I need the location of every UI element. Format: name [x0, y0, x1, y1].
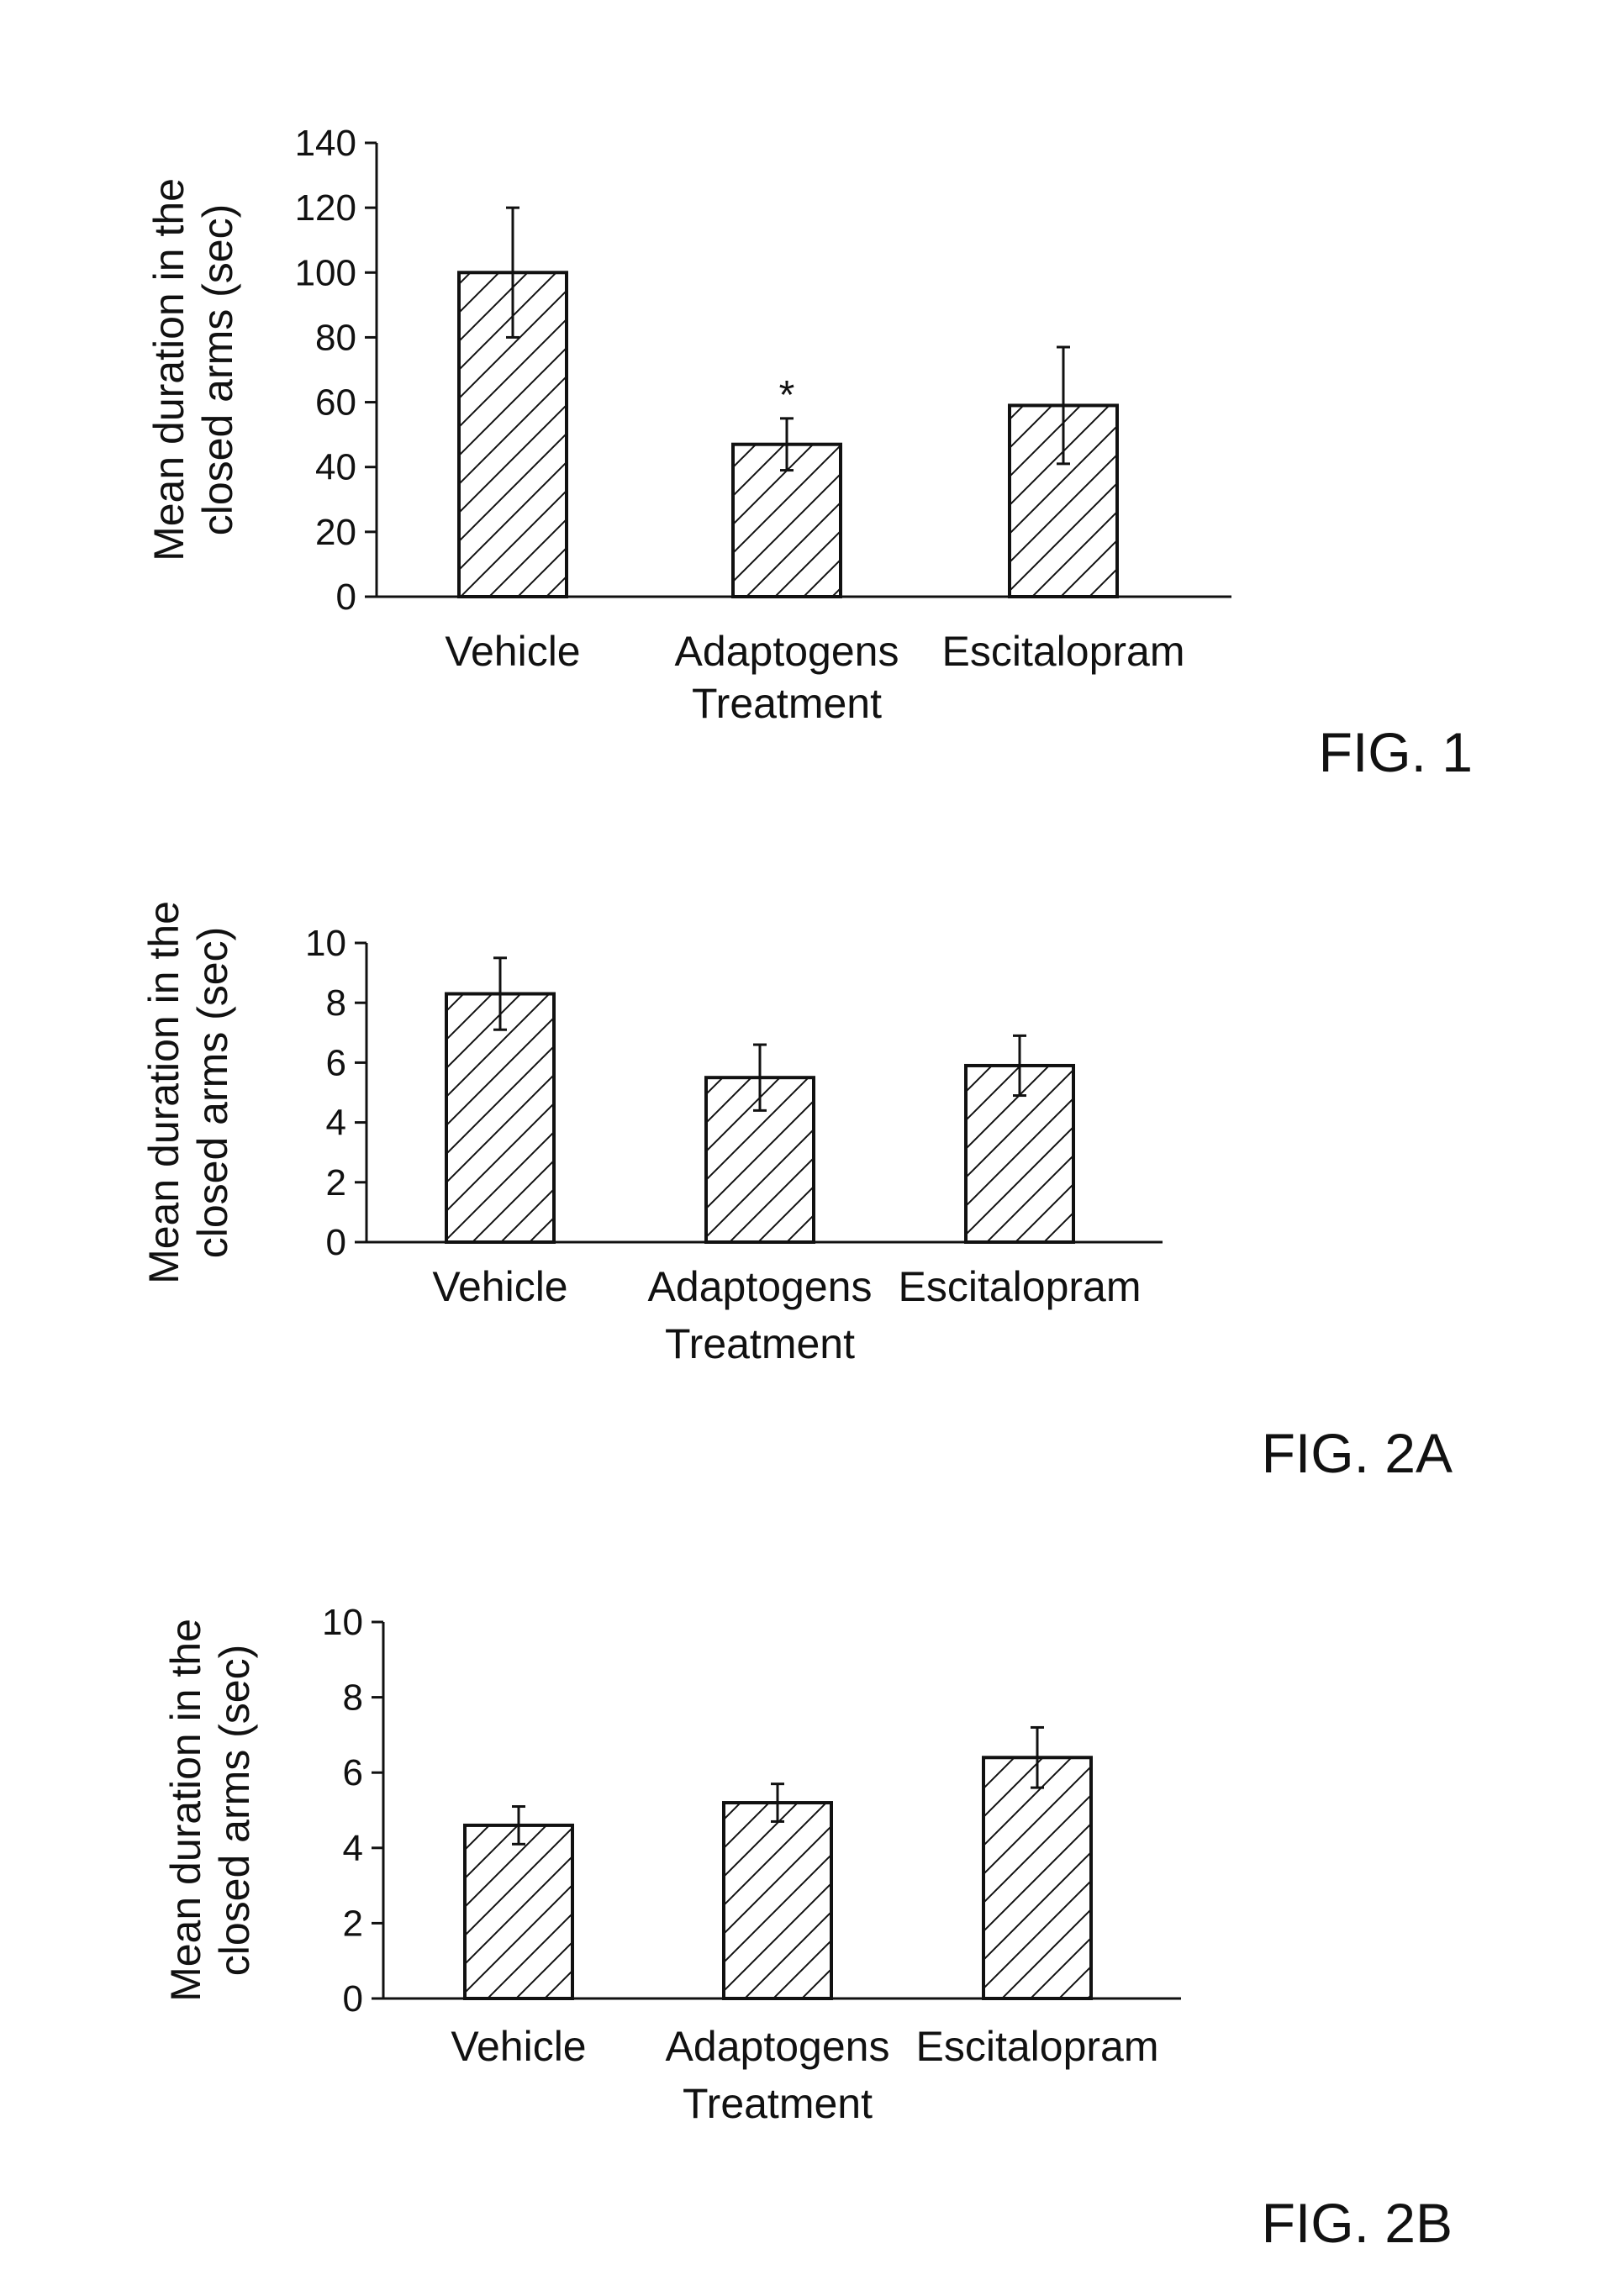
fig2a-ytick-label: 8 — [326, 982, 346, 1024]
fig1-ytick-label: 40 — [315, 447, 356, 488]
fig2a-category-label: Adaptogens — [648, 1263, 873, 1310]
fig1-category-label: Vehicle — [445, 628, 580, 675]
fig2a-ylabel: Mean duration in theclosed arms (sec) — [140, 901, 236, 1284]
fig1-figure-label: FIG. 1 — [1319, 721, 1473, 783]
fig1-ylabel-line: Mean duration in the — [145, 178, 192, 561]
fig2b-ytick-label: 4 — [343, 1828, 363, 1869]
fig2a-ytick-label: 6 — [326, 1042, 346, 1083]
fig1-ytick-label: 80 — [315, 317, 356, 358]
fig1-ytick-label: 140 — [295, 123, 356, 164]
fig1-ytick-label: 100 — [295, 252, 356, 293]
fig1-yticks: 0 20 40 60 80 100 120 140 — [295, 123, 377, 618]
fig1-ylabel-line: closed arms (sec) — [194, 204, 241, 536]
fig2a-ylabel-line: closed arms (sec) — [189, 927, 236, 1259]
fig2b-ylabel-line: closed arms (sec) — [211, 1645, 258, 1977]
fig2b-ylabel-line: Mean duration in the — [162, 1619, 209, 2002]
fig1-errorbars — [506, 208, 1070, 470]
fig2b-yticks: 0 2 4 6 8 10 — [322, 1602, 383, 2020]
fig2b-ytick-label: 0 — [343, 1978, 363, 2020]
fig1-ylabel: Mean duration in theclosed arms (sec) — [145, 178, 241, 561]
fig2b-bar — [465, 1825, 572, 1998]
chart-fig-1: 0 20 40 60 80 100 120 140 * Vehicle Adaptogens Tr… — [145, 123, 1473, 783]
fig2a-figure-label: FIG. 2A — [1262, 1422, 1453, 1484]
fig2a-ylabel-line: Mean duration in the — [140, 901, 187, 1284]
fig2b-category-label: Vehicle — [451, 2023, 586, 2070]
fig1-category-label: Escitalopram — [942, 628, 1185, 675]
fig2b-ylabel: Mean duration in theclosed arms (sec) — [162, 1619, 258, 2002]
fig2a-category-label: Treatment — [665, 1320, 855, 1367]
fig2a-bars — [446, 994, 1073, 1242]
fig2a-ytick-label: 10 — [305, 923, 346, 964]
fig2b-ytick-label: 2 — [343, 1903, 363, 1944]
fig2a-yticks: 0 2 4 6 8 10 — [305, 923, 366, 1263]
fig2b-ytick-label: 10 — [322, 1602, 363, 1643]
fig2a-category-labels: Vehicle Adaptogens Treatment Escitalopram — [432, 1263, 1141, 1367]
fig1-ytick-label: 120 — [295, 187, 356, 229]
fig1-category-label: Adaptogens — [675, 628, 899, 675]
fig2b-category-label: Treatment — [683, 2080, 873, 2127]
fig2a-category-label: Escitalopram — [899, 1263, 1142, 1310]
fig2b-ytick-label: 8 — [343, 1677, 363, 1719]
fig1-significance-marker: * — [779, 373, 795, 418]
fig2b-figure-label: FIG. 2B — [1262, 2192, 1453, 2254]
fig2a-errorbars — [493, 958, 1026, 1111]
fig2b-category-labels: Vehicle Adaptogens Treatment Escitalopram — [451, 2023, 1158, 2127]
fig2b-bar — [983, 1757, 1091, 1998]
fig2a-ytick-label: 2 — [326, 1162, 346, 1203]
fig1-annotations: * — [779, 373, 795, 418]
fig1-category-labels: Vehicle Adaptogens Treatment Escitalopram — [445, 628, 1184, 727]
fig1-ytick-label: 20 — [315, 512, 356, 553]
fig1-ytick-label: 60 — [315, 382, 356, 424]
fig2b-category-label: Escitalopram — [916, 2023, 1159, 2070]
fig2a-ytick-label: 0 — [326, 1222, 346, 1263]
chart-fig-2b: 0 2 4 6 8 10 Vehicle Adaptogens Treatment Escita… — [162, 1602, 1453, 2254]
fig2a-ytick-label: 4 — [326, 1103, 346, 1144]
fig1-category-label: Treatment — [692, 680, 882, 727]
fig2a-bar — [446, 994, 554, 1242]
fig2a-category-label: Vehicle — [432, 1263, 567, 1310]
chart-fig-2a: 0 2 4 6 8 10 Vehicle Adaptogens Treatment Escita… — [140, 901, 1453, 1484]
fig2b-category-label: Adaptogens — [666, 2023, 890, 2070]
fig1-ytick-label: 0 — [336, 577, 356, 618]
fig2b-bar — [724, 1803, 831, 1998]
fig2b-ytick-label: 6 — [343, 1752, 363, 1793]
